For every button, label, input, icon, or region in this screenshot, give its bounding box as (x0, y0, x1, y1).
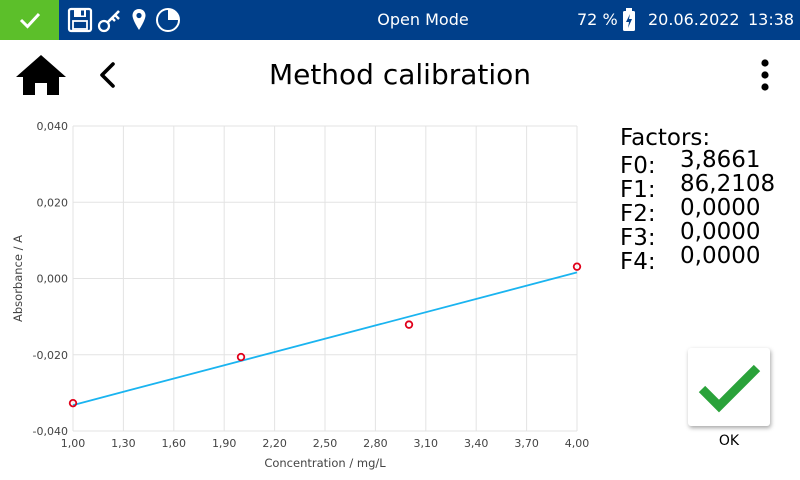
status-ok-indicator[interactable] (0, 0, 59, 40)
data-point (572, 262, 582, 271)
x-tick-label: 2,20 (262, 437, 287, 450)
factor-label: F3: (620, 225, 656, 251)
factor-label: F4: (620, 249, 656, 275)
more-vertical-icon (761, 59, 769, 91)
y-tick-label: 0,000 (37, 273, 69, 286)
factor-label: F1: (620, 177, 656, 203)
chart-grid (72, 125, 578, 432)
factor-row: F1: 86,2108 (620, 172, 795, 203)
back-chevron-icon (100, 62, 115, 88)
save-icon[interactable] (66, 6, 94, 34)
x-tick-label: 2,80 (363, 437, 388, 450)
factor-value: 0,0000 (680, 243, 761, 269)
data-point (404, 320, 414, 329)
data-points (68, 262, 582, 408)
checkmark-icon (698, 364, 761, 413)
y-tick-label: -0,020 (33, 349, 68, 362)
factor-label: F0: (620, 153, 656, 179)
x-tick-labels: 1,00 1,30 1,60 1,90 2,20 2,50 2,80 3,10 3,40 3,70… (61, 437, 590, 450)
y-tick-label: 0,020 (37, 196, 69, 209)
x-tick-label: 1,00 (61, 437, 86, 450)
factor-row: F3: 0,0000 (620, 220, 795, 251)
factor-value: 3,8661 (680, 147, 761, 173)
factor-row: F4: 0,0000 (620, 244, 795, 275)
fit-line (72, 271, 578, 406)
battery-percent: 72 % (577, 10, 618, 29)
factor-label: F2: (620, 201, 656, 227)
x-tick-label: 4,00 (565, 437, 590, 450)
factor-row: F0: 3,8661 (620, 148, 795, 179)
key-icon[interactable] (96, 6, 124, 34)
calibration-chart: 1,00 1,30 1,60 1,90 2,20 2,50 2,80 3,10 3,40 3,70… (11, 120, 590, 470)
mode-label: Open Mode (377, 10, 469, 29)
factors-panel: Factors: F0: 3,8661 F1: 86,2108 F2: 0,00… (620, 124, 795, 275)
home-icon (16, 55, 66, 95)
x-tick-label: 1,60 (162, 437, 187, 450)
more-options-button[interactable] (752, 56, 778, 94)
home-button[interactable] (14, 52, 68, 98)
x-tick-label: 2,50 (313, 437, 338, 450)
x-tick-label: 1,90 (212, 437, 237, 450)
check-icon (19, 12, 40, 29)
back-button[interactable] (92, 56, 122, 94)
ok-label[interactable]: OK (718, 433, 740, 449)
date-label: 20.06.2022 (648, 10, 740, 29)
y-axis-title: Absorbance / A (11, 235, 25, 322)
x-axis-title: Concentration / mg/L (264, 456, 386, 470)
factor-value: 0,0000 (680, 219, 761, 245)
data-point (236, 352, 246, 362)
y-tick-label: 0,040 (37, 120, 69, 133)
y-tick-label: -0,040 (33, 425, 68, 438)
time-label: 13:38 (748, 10, 795, 29)
location-pin-icon[interactable] (125, 6, 153, 34)
factors-title: Factors: (620, 125, 711, 151)
factor-row: F2: 0,0000 (620, 196, 795, 227)
factor-value: 86,2108 (680, 171, 776, 197)
battery-charging-icon (623, 8, 635, 31)
page-title: Method calibration (268, 58, 532, 91)
x-tick-label: 3,40 (464, 437, 489, 450)
x-tick-label: 3,70 (514, 437, 539, 450)
status-bar: Open Mode 72 % 20.06.2022 13:38 (0, 0, 800, 40)
pie-clock-icon[interactable] (154, 6, 182, 34)
factor-value: 0,0000 (680, 195, 761, 221)
ok-button[interactable] (688, 348, 770, 426)
x-tick-label: 3,10 (414, 437, 439, 450)
data-point (68, 398, 78, 408)
x-tick-label: 1,30 (111, 437, 136, 450)
y-tick-labels: 0,040 0,020 0,000 -0,020 -0,040 (33, 120, 68, 438)
